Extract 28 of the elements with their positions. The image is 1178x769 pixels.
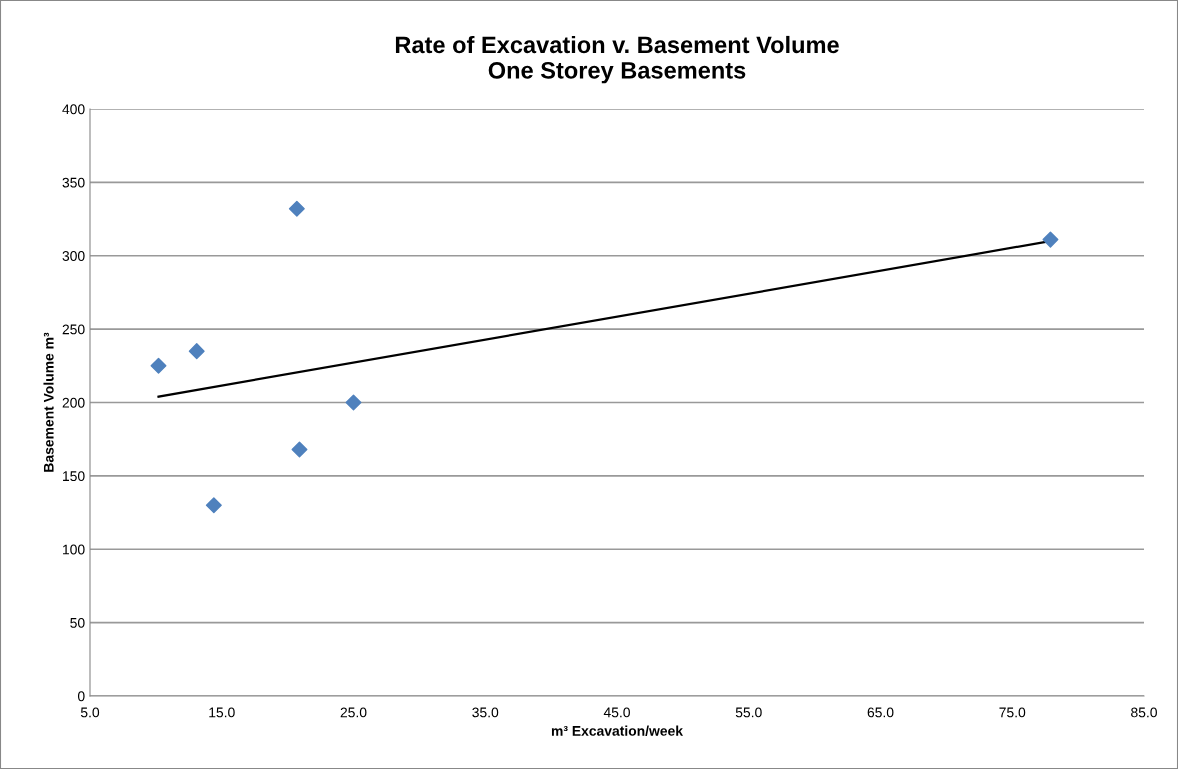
x-tick-label: 85.0 (1131, 707, 1157, 718)
x-tick-label: 75.0 (999, 707, 1026, 718)
x-tick-label: 55.0 (735, 707, 762, 718)
y-tick-label: 200 (62, 397, 85, 408)
x-tick-label: 5.0 (80, 707, 100, 718)
point (150, 357, 167, 374)
chart-title: Rate of Excavation v. Basement Volume One Storey Basements (395, 35, 839, 84)
point (1042, 231, 1059, 248)
x-tick-label: 45.0 (603, 707, 630, 718)
y-axis-title: Basement Volume m³ (43, 332, 54, 472)
y-tick-label: 150 (63, 471, 85, 482)
x-tick-label: 25.0 (340, 707, 367, 718)
point (345, 394, 362, 411)
x-axis-title: m³ Excavation/week (551, 725, 684, 736)
y-tick-label: 300 (62, 251, 85, 261)
x-tick-label: 35.0 (472, 707, 499, 718)
point (288, 200, 305, 217)
x-tick-label: 15.0 (209, 707, 235, 718)
y-tick-label: 50 (70, 617, 85, 628)
y-tick-label: 350 (62, 177, 85, 188)
point (205, 497, 222, 514)
point (291, 441, 308, 458)
y-tick-label: 250 (62, 324, 85, 335)
y-tick-label: 0 (77, 691, 85, 702)
x-tick-label: 65.0 (867, 707, 894, 718)
y-tick-label: 400 (62, 104, 85, 115)
point (188, 343, 205, 360)
y-tick-label: 100 (63, 544, 85, 555)
